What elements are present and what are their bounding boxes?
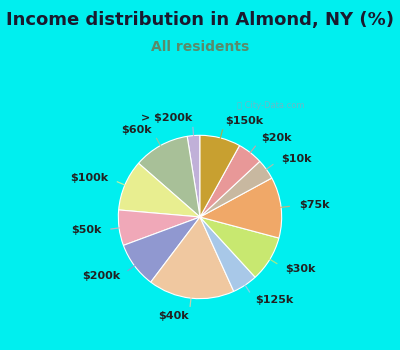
Wedge shape (200, 217, 279, 277)
Wedge shape (119, 163, 200, 217)
Text: $10k: $10k (281, 154, 311, 164)
Wedge shape (200, 161, 272, 217)
Text: $200k: $200k (82, 272, 120, 281)
Text: $20k: $20k (261, 133, 292, 143)
Text: $100k: $100k (70, 173, 108, 183)
Text: $60k: $60k (121, 125, 152, 135)
Wedge shape (200, 135, 240, 217)
Text: $150k: $150k (225, 116, 263, 126)
Wedge shape (151, 217, 234, 299)
Wedge shape (138, 136, 200, 217)
Wedge shape (200, 217, 255, 291)
Text: $125k: $125k (255, 295, 293, 305)
Text: $50k: $50k (71, 225, 101, 235)
Text: All residents: All residents (151, 40, 249, 54)
Wedge shape (118, 210, 200, 245)
Wedge shape (200, 178, 282, 238)
Text: > $200k: > $200k (141, 113, 192, 123)
Text: $30k: $30k (285, 264, 316, 274)
Wedge shape (200, 146, 260, 217)
Text: ⓘ City-Data.com: ⓘ City-Data.com (237, 101, 304, 110)
Wedge shape (124, 217, 200, 282)
Wedge shape (187, 135, 200, 217)
Text: Income distribution in Almond, NY (%): Income distribution in Almond, NY (%) (6, 10, 394, 28)
Text: $40k: $40k (158, 311, 189, 321)
Text: $75k: $75k (299, 200, 330, 210)
